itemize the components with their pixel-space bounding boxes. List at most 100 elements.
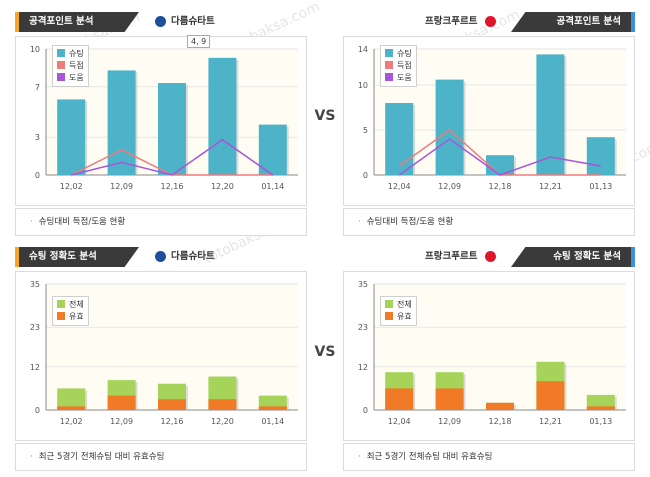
chart-caption: · 슈팅대비 득점/도움 현황 bbox=[15, 208, 307, 236]
legend-label: 득점 bbox=[397, 61, 412, 70]
accent-bar bbox=[631, 247, 635, 267]
x-tick-label: 12,21 bbox=[539, 417, 562, 426]
x-tick-label: 01,14 bbox=[261, 417, 284, 426]
team-emblem-icon bbox=[485, 16, 496, 27]
x-tick-label: 12,09 bbox=[438, 182, 461, 191]
bar-on-target bbox=[486, 402, 514, 410]
panel-title: 공격포인트 분석 bbox=[19, 12, 139, 32]
legend-label: 유효 bbox=[397, 312, 412, 321]
legend-label: 슈팅 bbox=[69, 49, 84, 58]
chart-caption: · 슈팅대비 득점/도움 현황 bbox=[343, 208, 635, 236]
y-tick-label: 0 bbox=[35, 406, 40, 415]
bullet-icon: · bbox=[30, 217, 33, 227]
x-tick-label: 01,14 bbox=[261, 182, 284, 191]
panel-header: 슈팅 정확도 분석 다름슈타트 bbox=[15, 247, 307, 267]
panel-header: 프랑크푸르트 공격포인트 분석 bbox=[343, 12, 635, 32]
y-tick-label: 7 bbox=[35, 83, 40, 92]
x-tick-label: 12,18 bbox=[489, 417, 512, 426]
bar-on-target bbox=[385, 388, 414, 410]
legend-item: 도움 bbox=[385, 72, 412, 84]
bar-on-target bbox=[208, 399, 237, 410]
legend: 슈팅 득점 도움 bbox=[52, 45, 89, 87]
bar-shots bbox=[107, 70, 136, 175]
chart: 0 3 7 10 12,02 12,09 12,16 12,20 01,14 bbox=[30, 45, 298, 191]
chart: 0 12 23 35 12,02 12,09 12,16 12,20 01,14 bbox=[30, 280, 298, 426]
y-tick-label: 0 bbox=[363, 171, 368, 180]
x-tick-label: 12,09 bbox=[438, 417, 461, 426]
accent-bar bbox=[631, 12, 635, 32]
y-tick-label: 23 bbox=[30, 323, 40, 332]
x-tick-label: 12,18 bbox=[489, 182, 512, 191]
legend-label: 득점 bbox=[69, 61, 84, 70]
legend: 전체 유효 bbox=[52, 296, 89, 326]
legend-item: 전체 bbox=[385, 299, 412, 311]
team-name: 다름슈타트 bbox=[171, 16, 215, 27]
bar-shots bbox=[208, 57, 237, 175]
legend: 슈팅 득점 도움 bbox=[380, 45, 417, 87]
bar-shots bbox=[536, 54, 565, 175]
panel-title: 슈팅 정확도 분석 bbox=[19, 247, 139, 267]
chart: 0 5 10 14 12,04 12,09 12,18 12,21 01,13 bbox=[358, 45, 626, 191]
legend-swatch bbox=[385, 312, 393, 320]
accuracy-home-panel: 슈팅 정확도 분석 다름슈타트 0 12 23 35 12,02 12,09 12,16 12… bbox=[15, 247, 307, 473]
y-tick-label: 35 bbox=[358, 280, 368, 289]
bullet-icon: · bbox=[358, 452, 361, 462]
bar-total bbox=[57, 388, 86, 410]
legend-label: 슈팅 bbox=[397, 49, 412, 58]
x-tick-label: 12,04 bbox=[388, 417, 411, 426]
caption-text: 슈팅대비 득점/도움 현황 bbox=[38, 217, 126, 227]
bar-shots bbox=[158, 83, 186, 175]
x-tick-label: 01,13 bbox=[589, 182, 612, 191]
bar-on-target bbox=[536, 381, 565, 410]
accent-bar bbox=[15, 12, 19, 32]
y-tick-label: 10 bbox=[358, 81, 368, 90]
y-tick-label: 0 bbox=[35, 171, 40, 180]
bar-shots bbox=[586, 137, 615, 175]
x-tick-label: 12,09 bbox=[110, 182, 133, 191]
legend-swatch bbox=[385, 300, 393, 308]
team-emblem-icon bbox=[155, 251, 166, 262]
y-tick-label: 12 bbox=[30, 363, 40, 372]
y-tick-label: 0 bbox=[363, 406, 368, 415]
chart-area: 0 12 23 35 12,04 12,09 12,18 12,21 01,13 전체 유효 bbox=[343, 271, 635, 441]
x-tick-label: 12,16 bbox=[161, 182, 184, 191]
team-emblem-icon bbox=[485, 251, 496, 262]
bar-total bbox=[586, 394, 615, 410]
legend-item: 슈팅 bbox=[385, 48, 412, 60]
chart-area: 0 5 10 14 12,04 12,09 12,18 12,21 01,13 슈팅 득점 도움 bbox=[343, 36, 635, 206]
team-name: 다름슈타트 bbox=[171, 251, 215, 262]
line-assists bbox=[71, 138, 274, 176]
bar-shots bbox=[258, 124, 287, 175]
x-tick-label: 12,21 bbox=[539, 182, 562, 191]
chart-caption: · 최근 5경기 전체슈팅 대비 유효슈팅 bbox=[343, 443, 635, 471]
y-tick-label: 35 bbox=[30, 280, 40, 289]
panel-title: 공격포인트 분석 bbox=[511, 12, 631, 32]
legend-label: 유효 bbox=[69, 312, 84, 321]
legend-swatch bbox=[57, 300, 65, 308]
y-tick-label: 12 bbox=[358, 363, 368, 372]
accent-bar bbox=[15, 247, 19, 267]
bar-on-target bbox=[57, 406, 86, 410]
legend-swatch bbox=[57, 61, 65, 69]
caption-text: 슈팅대비 득점/도움 현황 bbox=[366, 217, 454, 227]
x-tick-label: 12,09 bbox=[110, 417, 133, 426]
team-name: 프랑크푸르트 bbox=[425, 16, 478, 27]
panel-title: 슈팅 정확도 분석 bbox=[511, 247, 631, 267]
caption-text: 최근 5경기 전체슈팅 대비 유효슈팅 bbox=[38, 452, 165, 462]
legend-swatch bbox=[385, 49, 393, 57]
x-tick-label: 12,04 bbox=[388, 182, 411, 191]
bar-shots bbox=[57, 99, 86, 175]
data-tooltip: 4, 9 bbox=[187, 35, 211, 48]
bar-shots bbox=[385, 103, 414, 175]
legend-item: 도움 bbox=[57, 72, 84, 84]
x-tick-label: 12,20 bbox=[211, 417, 234, 426]
vs-label: VS bbox=[314, 108, 336, 124]
bar-on-target bbox=[258, 406, 287, 410]
legend-item: 득점 bbox=[57, 60, 84, 72]
y-tick-label: 23 bbox=[358, 323, 368, 332]
legend-label: 전체 bbox=[69, 300, 84, 309]
bar-on-target bbox=[158, 399, 186, 410]
legend-item: 득점 bbox=[385, 60, 412, 72]
y-tick-label: 3 bbox=[35, 133, 40, 142]
panel-header: 프랑크푸르트 슈팅 정확도 분석 bbox=[343, 247, 635, 267]
